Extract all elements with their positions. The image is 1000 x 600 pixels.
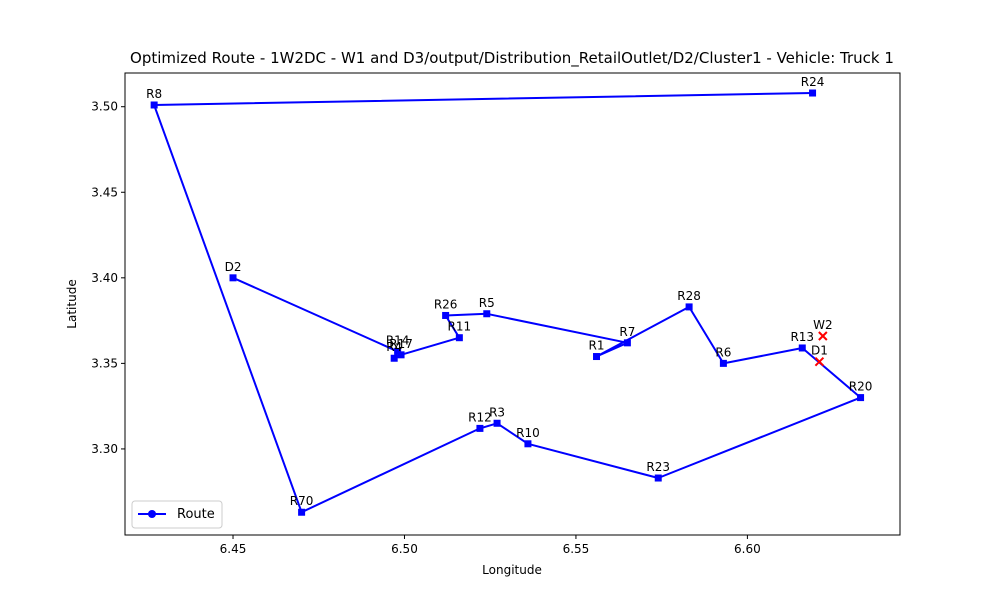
point-label: R7 (619, 325, 635, 339)
route-point (150, 101, 158, 109)
point-label: R17 (389, 337, 413, 351)
point-label: R26 (434, 297, 458, 311)
point-label: R14 (386, 333, 410, 347)
route-point (593, 353, 601, 361)
marker-stroke (814, 356, 825, 367)
route-point (857, 394, 865, 402)
legend-marker (148, 510, 156, 518)
x-tick-label: 6.45 (220, 542, 247, 556)
x-tick-label: 6.60 (734, 542, 761, 556)
route-point (442, 311, 450, 319)
route-point (493, 419, 501, 427)
point-label: R11 (448, 320, 472, 334)
x-tick-label: 6.50 (391, 542, 418, 556)
route-point (455, 334, 463, 342)
route-point (524, 440, 532, 448)
point-label: R1 (589, 339, 605, 353)
route-point (476, 424, 484, 432)
point-label: R23 (646, 460, 670, 474)
point-label: D2 (225, 260, 242, 274)
x-tick-label: 6.55 (563, 542, 590, 556)
y-tick-label: 3.50 (91, 100, 118, 114)
point-label: R6 (715, 345, 731, 359)
y-tick-label: 3.35 (91, 356, 118, 370)
route-point (719, 359, 727, 367)
y-tick-label: 3.45 (91, 185, 118, 199)
legend-label: Route (177, 507, 215, 522)
route-point (298, 508, 306, 516)
route-point (229, 274, 237, 282)
marker-label: W2 (813, 318, 833, 332)
facility-marker (814, 356, 825, 367)
y-tick-label: 3.30 (91, 442, 118, 456)
route-point (798, 344, 806, 352)
route-point (809, 89, 817, 97)
point-label: R20 (849, 380, 873, 394)
y-axis-label: Latitude (65, 279, 79, 328)
facility-marker (818, 331, 828, 341)
point-label: R13 (790, 330, 814, 344)
point-label: R4 (386, 340, 402, 354)
point-label: R10 (516, 426, 540, 440)
point-label: R5 (479, 296, 495, 310)
route-point (390, 354, 398, 362)
route-point (623, 339, 631, 347)
marker-stroke (818, 331, 828, 341)
point-label: R24 (801, 75, 825, 89)
point-label: R3 (489, 405, 505, 419)
route-point (483, 310, 491, 318)
legend-box (131, 500, 223, 529)
plot-frame (124, 72, 901, 536)
point-label: R12 (468, 410, 492, 424)
route-point (685, 303, 693, 311)
point-label: R8 (146, 87, 162, 101)
x-axis-label: Longitude (482, 563, 542, 577)
route-line (153, 92, 862, 514)
point-label: R70 (290, 494, 314, 508)
point-label: R28 (677, 289, 701, 303)
y-tick-label: 3.40 (91, 271, 118, 285)
chart-title: Optimized Route - 1W2DC - W1 and D3/outp… (130, 49, 894, 68)
marker-label: D1 (811, 344, 828, 358)
route-point (654, 474, 662, 482)
legend: Route (131, 500, 223, 529)
route-point (397, 351, 405, 359)
